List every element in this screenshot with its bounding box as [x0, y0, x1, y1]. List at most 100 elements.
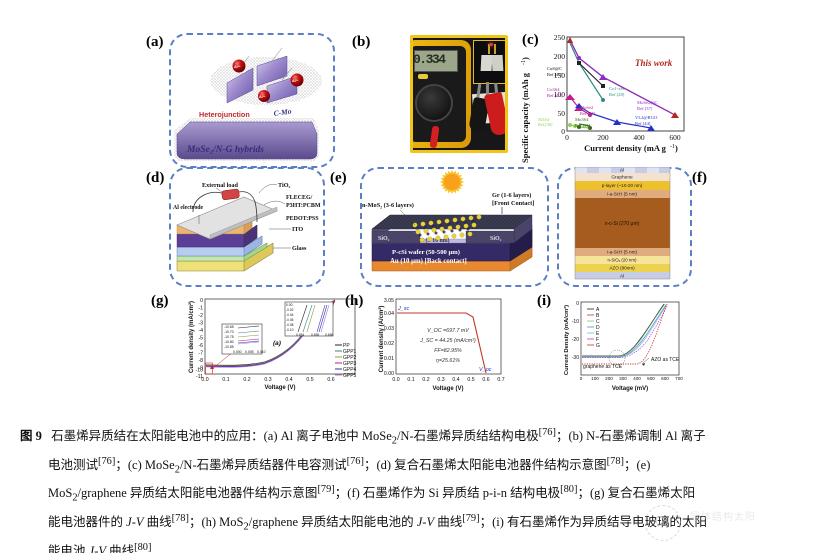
svg-text:n-SiOₓ (20 nm): n-SiOₓ (20 nm) — [607, 258, 637, 263]
svg-text:0.656: 0.656 — [325, 333, 333, 337]
svg-text:200: 200 — [597, 133, 609, 142]
svg-text:-6: -6 — [198, 343, 203, 349]
svg-text:0.5: 0.5 — [467, 377, 474, 383]
svg-text:-10.80: -10.80 — [224, 340, 234, 344]
svg-text:Ref.[44]: Ref.[44] — [635, 121, 651, 126]
svg-text:TiO₂: TiO₂ — [278, 182, 291, 189]
svg-text:graphene as TCE: graphene as TCE — [583, 364, 623, 370]
svg-text:Current Density (mA/cm²): Current Density (mA/cm²) — [563, 305, 570, 375]
svg-text:-4: -4 — [198, 328, 203, 334]
svg-text:p-layer (~10-20 nm): p-layer (~10-20 nm) — [602, 183, 643, 188]
svg-text:Au (10 μm) [Back contact]: Au (10 μm) [Back contact] — [390, 258, 467, 265]
svg-text:500: 500 — [647, 376, 655, 381]
svg-text:-30: -30 — [572, 355, 579, 361]
svg-text:0: 0 — [200, 298, 203, 304]
svg-text:Ref.[40]: Ref.[40] — [538, 122, 553, 127]
svg-text:-2: -2 — [198, 313, 203, 319]
svg-text:Glass: Glass — [292, 245, 307, 252]
svg-text:600: 600 — [669, 133, 681, 142]
svg-text:Gr (1-6 layers): Gr (1-6 layers) — [492, 192, 531, 199]
svg-text:External load: External load — [202, 182, 238, 189]
svg-text:-0.08: -0.08 — [286, 323, 294, 327]
svg-text:0.5: 0.5 — [306, 377, 313, 383]
svg-text:Current density (A/cm²): Current density (A/cm²) — [378, 306, 385, 373]
svg-text:-10.65: -10.65 — [224, 325, 234, 329]
svg-text:G: G — [596, 343, 600, 349]
svg-text:0.04: 0.04 — [384, 311, 394, 317]
svg-text:0.654: 0.654 — [296, 333, 304, 337]
svg-text:VL2@RGO: VL2@RGO — [635, 115, 658, 120]
svg-text:Ref.[37]: Ref.[37] — [637, 106, 653, 111]
svg-text:0.02: 0.02 — [384, 341, 394, 347]
svg-text:-10: -10 — [572, 319, 579, 325]
svg-text:SiO₂: SiO₂ — [490, 236, 502, 242]
svg-text:-0.10: -0.10 — [286, 328, 294, 332]
svg-text:-0.06: -0.06 — [286, 318, 294, 322]
svg-text:Current density (mA g: Current density (mA g — [584, 143, 667, 153]
svg-text:0.6: 0.6 — [327, 377, 334, 383]
svg-text:C-Mo: C-Mo — [273, 107, 292, 118]
svg-text:V_OC =697.7 mV: V_OC =697.7 mV — [427, 328, 469, 334]
svg-text:0.3: 0.3 — [437, 377, 444, 383]
svg-text:0.0: 0.0 — [201, 377, 208, 383]
svg-text:Co3S4: Co3S4 — [547, 87, 560, 92]
svg-text:MoSe2: MoSe2 — [580, 105, 594, 110]
svg-text:GPP5: GPP5 — [343, 373, 357, 379]
svg-text:Al electrode: Al electrode — [173, 205, 204, 211]
svg-text:700: 700 — [675, 376, 683, 381]
svg-text:-0.04: -0.04 — [286, 313, 294, 317]
svg-text:P-cSi wafer (50-500 μm): P-cSi wafer (50-500 μm) — [392, 249, 460, 256]
svg-text:(a): (a) — [273, 340, 281, 347]
svg-text:400: 400 — [633, 376, 641, 381]
svg-text:0.000: 0.000 — [233, 350, 242, 354]
svg-text:0.0: 0.0 — [392, 377, 399, 383]
svg-text:-3: -3 — [198, 321, 203, 327]
svg-text:i-a-Si:H (5 nm): i-a-Si:H (5 nm) — [607, 250, 637, 255]
svg-text:): ) — [520, 57, 530, 60]
svg-text:-20: -20 — [572, 337, 579, 343]
svg-text:-10.70: -10.70 — [224, 330, 234, 334]
svg-text:0.6: 0.6 — [482, 377, 489, 383]
svg-text:J_SC = 44.25 (mA/cm²): J_SC = 44.25 (mA/cm²) — [419, 338, 476, 344]
svg-text:Al: Al — [620, 168, 624, 174]
svg-text:Ref.[42]: Ref.[42] — [547, 93, 563, 98]
svg-text:Ref.[40]: Ref.[40] — [547, 72, 563, 77]
svg-text:This work: This work — [635, 58, 673, 68]
svg-text:η=25.61%: η=25.61% — [436, 358, 460, 364]
svg-text:): ) — [675, 143, 678, 153]
svg-text:Al: Al — [620, 273, 624, 279]
svg-text:250: 250 — [554, 33, 566, 42]
svg-text:Heterojunction: Heterojunction — [199, 110, 250, 119]
svg-text:i-a-Si:H (5 nm): i-a-Si:H (5 nm) — [607, 192, 637, 197]
svg-text:-8: -8 — [198, 358, 203, 364]
svg-text:P3HT:PCBM: P3HT:PCBM — [286, 203, 321, 209]
svg-text:MoSe2@C: MoSe2@C — [637, 100, 658, 105]
svg-text:0.00: 0.00 — [286, 303, 293, 307]
svg-text:FF=82.95%: FF=82.95% — [434, 348, 462, 354]
svg-text:200: 200 — [554, 52, 566, 61]
svg-text:Current density (mA/cm²): Current density (mA/cm²) — [188, 301, 195, 373]
svg-text:0.005: 0.005 — [245, 350, 254, 354]
svg-text:-10: -10 — [196, 368, 204, 374]
svg-text:0.3: 0.3 — [264, 377, 271, 383]
svg-text:n-MoS₂ (3-6 layers): n-MoS₂ (3-6 layers) — [362, 202, 414, 209]
svg-text:n-c-Si (270 μm): n-c-Si (270 μm) — [605, 221, 640, 227]
svg-text:0.7: 0.7 — [497, 377, 504, 383]
svg-text:[Front Contact]: [Front Contact] — [492, 200, 534, 207]
svg-text:Ref.[20]: Ref.[20] — [609, 92, 625, 97]
svg-text:SiO₂: SiO₂ — [378, 236, 390, 242]
svg-text:Voltage (V): Voltage (V) — [433, 386, 464, 392]
svg-text:Ref.[25]: Ref.[25] — [580, 111, 596, 116]
svg-text:200: 200 — [605, 376, 613, 381]
svg-text:0.4: 0.4 — [452, 377, 459, 383]
svg-text:0.03: 0.03 — [384, 326, 394, 332]
svg-text:-5: -5 — [198, 336, 203, 342]
svg-text:0.655: 0.655 — [311, 333, 319, 337]
svg-text:Al³⁺: Al³⁺ — [259, 95, 266, 99]
svg-text:Graphene: Graphene — [611, 175, 633, 181]
svg-text:Voltage (mV): Voltage (mV) — [612, 386, 648, 392]
svg-text:-7: -7 — [198, 351, 203, 357]
svg-text:-10.85: -10.85 — [224, 345, 234, 349]
svg-text:Al³⁺: Al³⁺ — [292, 79, 299, 83]
svg-text:0.010: 0.010 — [257, 350, 266, 354]
